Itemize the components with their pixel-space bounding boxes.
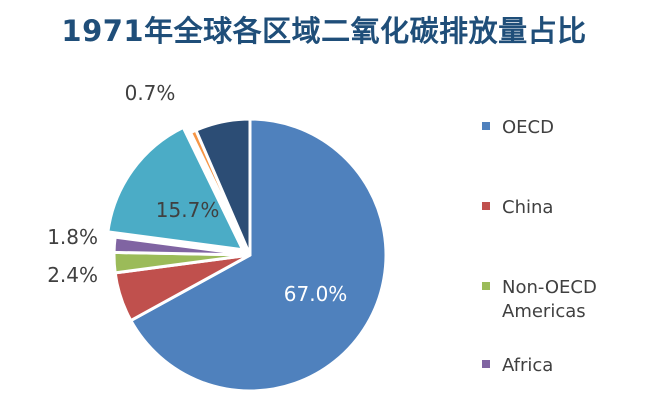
- legend-swatch: [482, 282, 490, 290]
- legend-swatch: [482, 202, 490, 210]
- legend-label: Africa: [502, 355, 554, 376]
- data-label: 1.8%: [47, 225, 98, 249]
- pie-slice-6: [194, 117, 252, 257]
- legend-label: OECD: [502, 117, 554, 138]
- data-label: 67.0%: [284, 282, 348, 306]
- pie-slice-africa: [112, 235, 252, 257]
- legend-label: Non-OECD Americas: [502, 277, 597, 322]
- legend-label: China: [502, 197, 554, 218]
- data-label: 2.4%: [47, 263, 98, 287]
- data-label: 0.7%: [125, 81, 176, 105]
- data-label: 15.7%: [156, 198, 220, 222]
- pie-slice-oecd: [129, 117, 388, 393]
- legend-swatch: [482, 360, 490, 368]
- pie-slice-4: [106, 125, 245, 252]
- legend-swatch: [482, 122, 490, 130]
- chart-title: 1971年全球各区域二氧化碳排放量占比: [61, 14, 587, 48]
